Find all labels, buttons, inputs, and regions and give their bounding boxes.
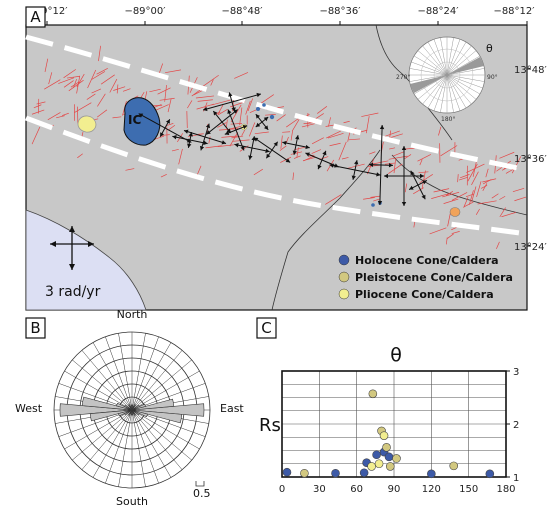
x-tick-label: 180 bbox=[496, 484, 515, 495]
y-tick-label: 3 bbox=[513, 367, 519, 378]
y-axis-label: Rs bbox=[259, 415, 281, 436]
rose-diagram bbox=[54, 332, 210, 488]
lon-tick-label: −88°24′ bbox=[417, 6, 459, 17]
data-point bbox=[392, 454, 400, 462]
holocene-cone bbox=[256, 107, 260, 111]
data-point bbox=[373, 451, 381, 459]
data-point bbox=[427, 470, 435, 478]
legend-marker-holocene bbox=[339, 255, 349, 265]
data-point bbox=[386, 462, 394, 470]
data-point bbox=[332, 469, 340, 477]
panel-a: IC 3 rad/yr θ 270° 90° 180° bbox=[26, 6, 547, 310]
rose-north-label: North bbox=[117, 308, 148, 321]
caldera-label-ic: IC bbox=[128, 113, 141, 127]
x-tick-label: 120 bbox=[422, 484, 441, 495]
holocene-cone bbox=[262, 103, 266, 107]
data-point bbox=[383, 443, 391, 451]
rose-petal bbox=[132, 405, 133, 410]
lat-tick-label: 13°24′ bbox=[514, 242, 547, 253]
legend-label-holocene: Holocene Cone/Caldera bbox=[355, 254, 499, 267]
pliocene-caldera bbox=[78, 116, 96, 132]
data-point bbox=[450, 462, 458, 470]
rose-south-label: South bbox=[116, 495, 148, 508]
data-point bbox=[486, 470, 494, 478]
data-point bbox=[300, 469, 308, 477]
x-tick-label: 30 bbox=[313, 484, 326, 495]
rose-scale-label: 0.5 bbox=[193, 487, 211, 500]
holocene-cone bbox=[371, 203, 375, 207]
data-point bbox=[385, 453, 393, 461]
scale-label: 3 rad/yr bbox=[45, 284, 101, 300]
panel-a-letter: A bbox=[30, 8, 41, 26]
x-tick-label: 150 bbox=[459, 484, 478, 495]
lat-tick-label: 13°48′ bbox=[514, 65, 547, 76]
lon-tick-label: −88°48′ bbox=[221, 6, 263, 17]
data-point bbox=[380, 432, 388, 440]
data-point bbox=[369, 390, 377, 398]
panel-b: B North South West East 0.5 bbox=[15, 308, 244, 508]
chart-title: θ bbox=[390, 344, 402, 366]
pleistocene-cone bbox=[450, 208, 460, 217]
data-point bbox=[375, 460, 383, 468]
legend-marker-pliocene bbox=[339, 289, 349, 299]
legend: Holocene Cone/Caldera Pleistocene Cone/C… bbox=[339, 254, 513, 301]
inset-theta-label: θ bbox=[486, 42, 493, 55]
y-tick-label: 1 bbox=[513, 473, 519, 484]
legend-marker-pleistocene bbox=[339, 272, 349, 282]
data-point bbox=[368, 462, 376, 470]
lat-tick-label: 13°36′ bbox=[514, 154, 547, 165]
holocene-cone bbox=[270, 115, 274, 119]
inset-270-label: 270° bbox=[396, 74, 410, 81]
data-point bbox=[283, 468, 291, 476]
lon-tick-label: −88°12′ bbox=[493, 6, 535, 17]
x-tick-label: 90 bbox=[388, 484, 401, 495]
rose-west-label: West bbox=[15, 402, 43, 415]
y-tick-label: 2 bbox=[513, 420, 519, 431]
rose-scale-bracket bbox=[196, 481, 204, 486]
lon-tick-label: −89°00′ bbox=[124, 6, 166, 17]
rose-east-label: East bbox=[220, 402, 244, 415]
lon-tick-label: −88°36′ bbox=[319, 6, 361, 17]
inset-180-label: 180° bbox=[441, 116, 455, 123]
legend-label-pliocene: Pliocene Cone/Caldera bbox=[355, 288, 494, 301]
x-tick-label: 0 bbox=[279, 484, 285, 495]
legend-label-pleistocene: Pleistocene Cone/Caldera bbox=[355, 271, 513, 284]
inset-90-label: 90° bbox=[487, 74, 498, 81]
data-point bbox=[360, 469, 368, 477]
panel-c-letter: C bbox=[261, 319, 271, 337]
rose-petal bbox=[132, 410, 133, 415]
x-tick-label: 60 bbox=[350, 484, 363, 495]
panel-b-letter: B bbox=[30, 319, 40, 337]
